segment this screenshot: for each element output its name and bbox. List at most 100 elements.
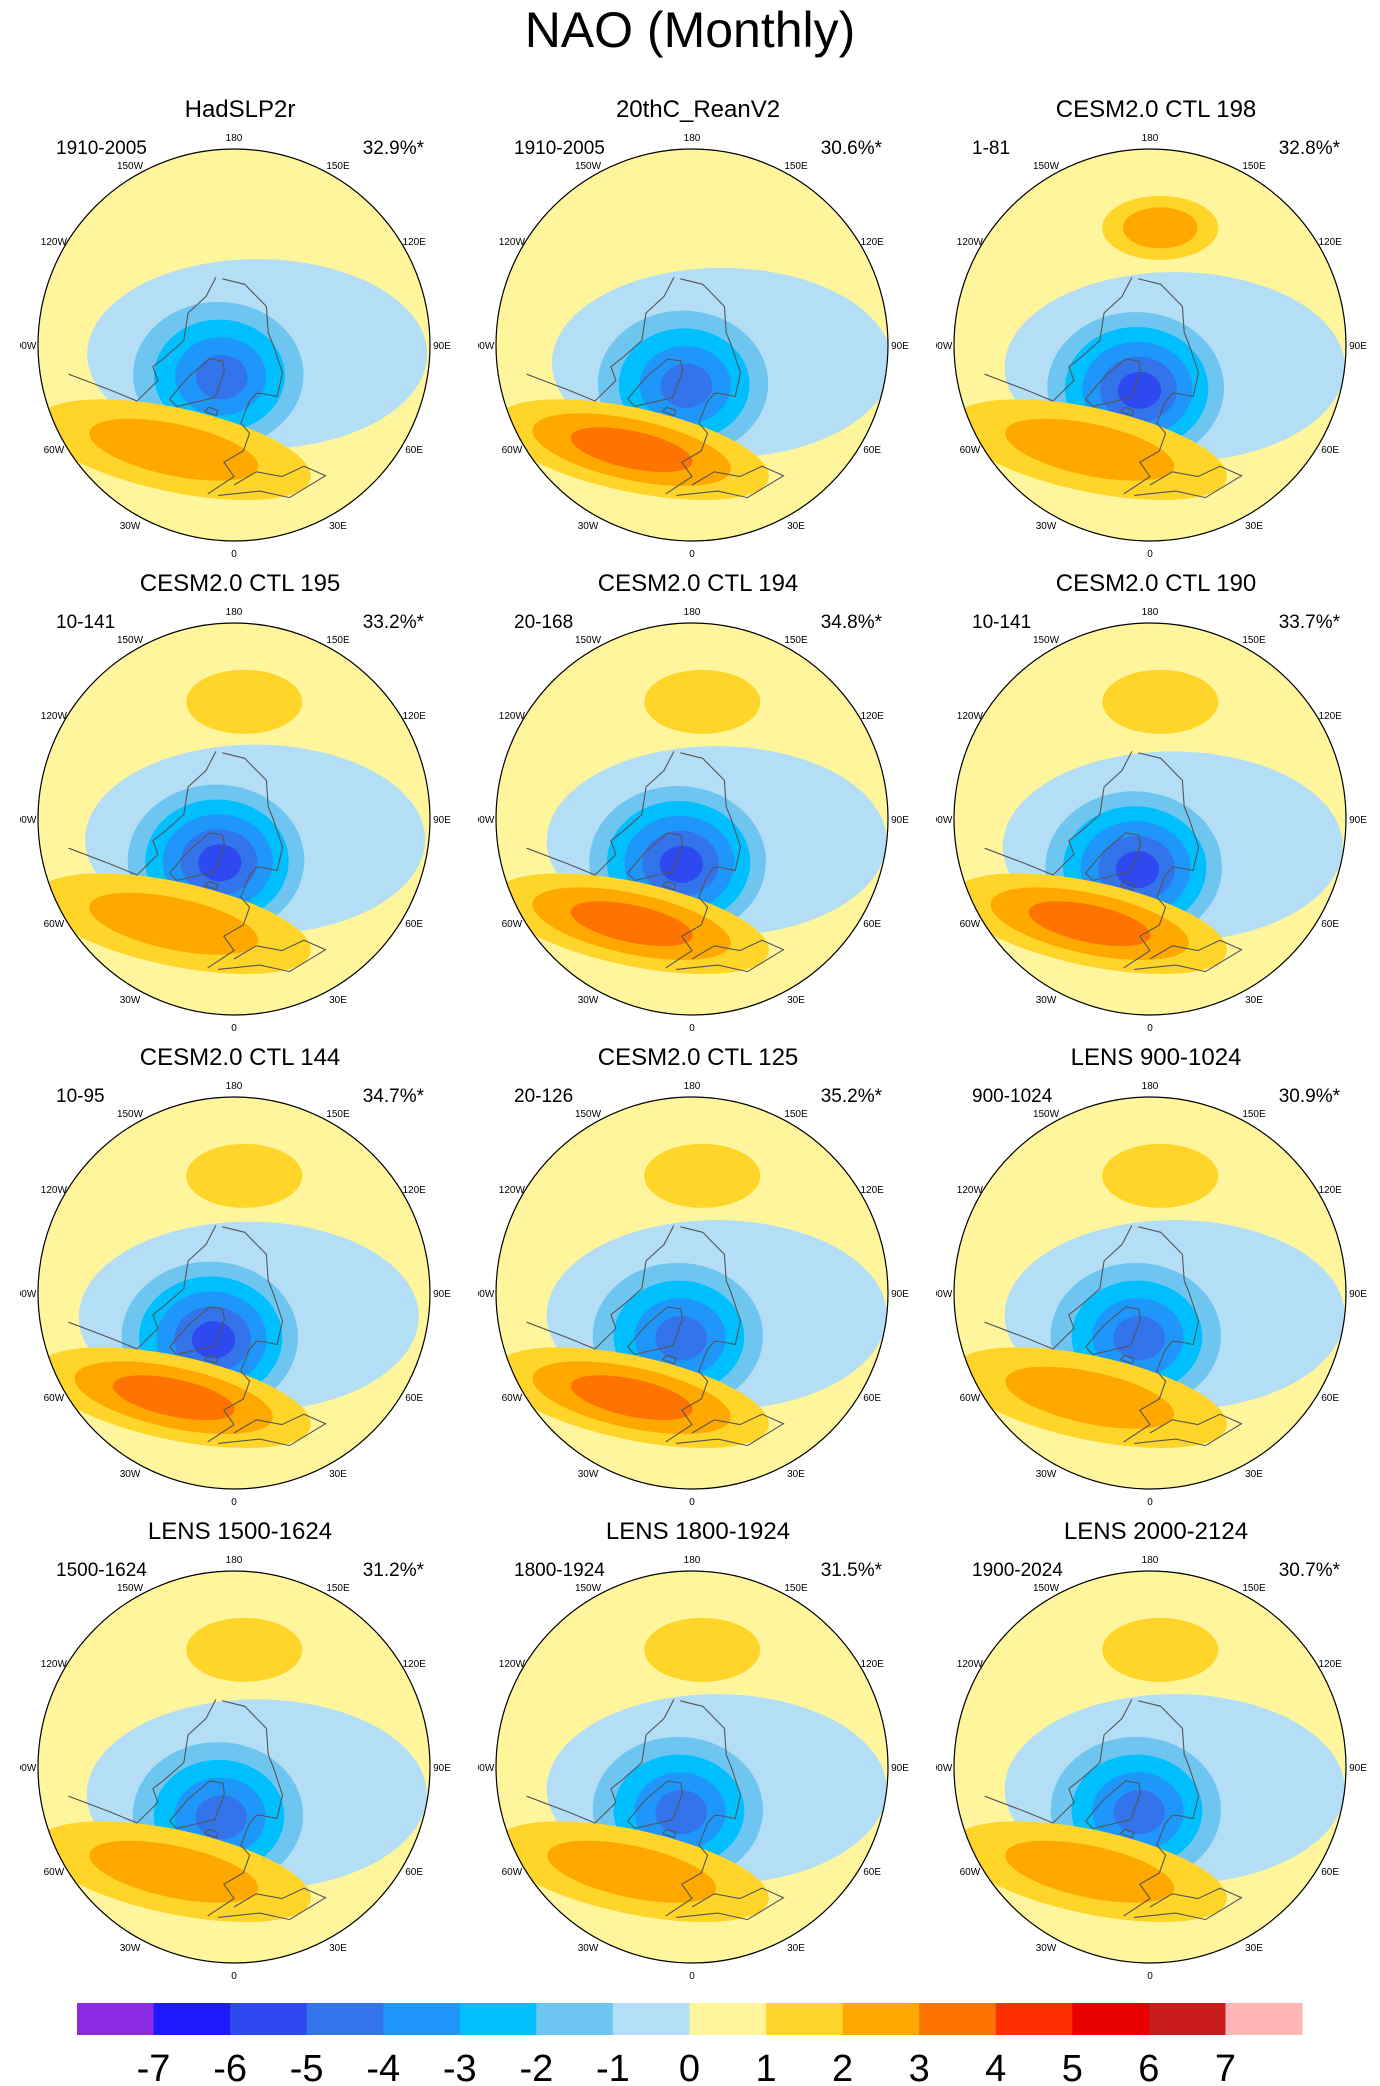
polar-map: 180 150E 120E 90E 60E 30E 0 30W 60W 90W 120W 150W [936, 133, 1367, 560]
meridian-label: 150W [575, 1583, 602, 1594]
polar-map: 180 150E 120E 90E 60E 30E 0 30W 60W 90W 120W 150W [478, 133, 909, 560]
meridian-label: 90W [936, 1289, 953, 1300]
coastlines [68, 751, 327, 973]
meridian-label: 150E [326, 1109, 350, 1120]
meridian-label: 60W [960, 445, 981, 456]
panel-period: 20-168 [514, 612, 574, 633]
meridian-label: 150E [326, 1583, 350, 1594]
meridian-label: 60W [502, 919, 523, 930]
meridian-label: 60E [863, 445, 881, 456]
meridian-label: 60E [1321, 919, 1339, 930]
meridian-label: 150E [1242, 635, 1266, 646]
meridian-label: 90W [20, 815, 37, 826]
polar-map: 180 150E 120E 90E 60E 30E 0 30W 60W 90W 120W 150W [936, 1555, 1367, 1982]
meridian-label: 30E [329, 995, 347, 1006]
polar-map: 180 150E 120E 90E 60E 30E 0 30W 60W 90W 120W 150W [478, 607, 909, 1034]
meridian-label: 120E [402, 1659, 426, 1670]
meridian-label: 150W [117, 635, 144, 646]
meridian-label: 30W [1036, 521, 1057, 532]
meridian-label: 150W [1033, 161, 1060, 172]
panel-title: CESM2.0 CTL 195 [139, 570, 341, 597]
polar-map: 180 150E 120E 90E 60E 30E 0 30W 60W 90W 120W 150W [936, 607, 1367, 1034]
meridian-label: 180 [1142, 607, 1159, 618]
meridian-label: 90E [891, 815, 909, 826]
contour-level-pacific-2 [186, 1617, 303, 1682]
polar-map: 180 150E 120E 90E 60E 30E 0 30W 60W 90W 120W 150W [20, 133, 451, 560]
panel-title: CESM2.0 CTL 194 [597, 570, 799, 597]
meridian-label: 120W [957, 237, 984, 248]
map-panel: 180 150E 120E 90E 60E 30E 0 30W 60W 90W 120W 150W CE… [20, 474, 460, 1034]
panel-title: LENS 2000-2124 [1063, 1518, 1249, 1545]
meridian-label: 60E [863, 1867, 881, 1878]
panel-period: 1-81 [972, 138, 1011, 159]
contour-level-pacific-2 [186, 669, 303, 734]
map-panel: 180 150E 120E 90E 60E 30E 0 30W 60W 90W 120W 150W LE… [936, 948, 1376, 1508]
meridian-label: 150W [575, 1109, 602, 1120]
meridian-label: 150E [784, 635, 808, 646]
meridian-label: 90W [20, 1763, 37, 1774]
meridian-label: 30E [329, 1943, 347, 1954]
meridian-label: 90W [478, 1763, 495, 1774]
panel-variance: 34.8%* [820, 612, 882, 633]
panel-variance: 30.9%* [1278, 1086, 1340, 1107]
meridian-label: 120W [499, 711, 526, 722]
meridian-label: 180 [226, 1555, 243, 1566]
contour-level--5 [655, 1316, 707, 1361]
meridian-label: 180 [684, 607, 701, 618]
colorbar-segment [612, 2003, 690, 2035]
contour-level--6 [198, 844, 242, 882]
colorbar-tick-label: 6 [1138, 2048, 1159, 2086]
meridian-label: 120W [41, 1659, 68, 1670]
meridian-label: 30W [120, 1469, 141, 1480]
panel-title: CESM2.0 CTL 198 [1055, 96, 1257, 123]
meridian-label: 90W [20, 1289, 37, 1300]
meridian-label: 30W [1036, 1943, 1057, 1954]
coastlines [68, 277, 327, 499]
colorbar-segment [77, 2003, 155, 2035]
panel-variance: 32.8%* [1278, 138, 1340, 159]
meridian-label: 120W [41, 1185, 68, 1196]
contour-level--6 [1115, 850, 1160, 889]
contour-level-3 [1005, 1840, 1175, 1903]
meridian-label: 180 [1142, 1555, 1159, 1566]
contour-level-pacific-2 [1102, 1617, 1219, 1682]
panel-variance: 31.5%* [820, 1560, 882, 1581]
contour-level-pacific-2 [1102, 669, 1219, 734]
meridian-label: 90E [1349, 1763, 1367, 1774]
meridian-label: 30W [1036, 1469, 1057, 1480]
panel-variance: 33.2%* [362, 612, 424, 633]
polar-map: 180 150E 120E 90E 60E 30E 0 30W 60W 90W 120W 150W [20, 1081, 451, 1508]
contour-level--6 [659, 845, 704, 883]
meridian-label: 120E [1318, 237, 1342, 248]
meridian-label: 120W [41, 711, 68, 722]
meridian-label: 0 [689, 1971, 695, 1982]
polar-map: 180 150E 120E 90E 60E 30E 0 30W 60W 90W 120W 150W [478, 1081, 909, 1508]
panel-period: 10-95 [56, 1086, 105, 1107]
panel-period: 10-141 [56, 612, 116, 633]
meridian-label: 60W [44, 445, 65, 456]
meridian-label: 180 [226, 1081, 243, 1092]
meridian-label: 120E [1318, 711, 1342, 722]
colorbar-tick-label: 0 [679, 2048, 700, 2086]
meridian-label: 120W [41, 237, 68, 248]
colorbar-segment [459, 2003, 537, 2035]
meridian-label: 150W [575, 161, 602, 172]
panel-period: 1910-2005 [56, 138, 147, 159]
meridian-label: 0 [231, 1497, 237, 1508]
meridian-label: 60W [502, 445, 523, 456]
meridian-label: 120E [402, 1185, 426, 1196]
meridian-label: 30W [120, 1943, 141, 1954]
meridian-label: 150W [1033, 1583, 1060, 1594]
meridian-label: 120W [499, 237, 526, 248]
panel-title: LENS 1800-1924 [605, 1518, 791, 1545]
meridian-label: 150E [1242, 1583, 1266, 1594]
colorbar-tick-label: 5 [1062, 2048, 1083, 2086]
contour-level-pacific-2 [1102, 1143, 1219, 1208]
map-panel: 180 150E 120E 90E 60E 30E 0 30W 60W 90W 120W 150W CE… [478, 474, 918, 1034]
meridian-label: 90E [1349, 1289, 1367, 1300]
coastlines [526, 1225, 785, 1447]
contour-level-pacific-3 [1122, 207, 1198, 249]
coastlines [526, 277, 785, 499]
meridian-label: 90W [936, 1763, 953, 1774]
meridian-label: 150E [1242, 161, 1266, 172]
